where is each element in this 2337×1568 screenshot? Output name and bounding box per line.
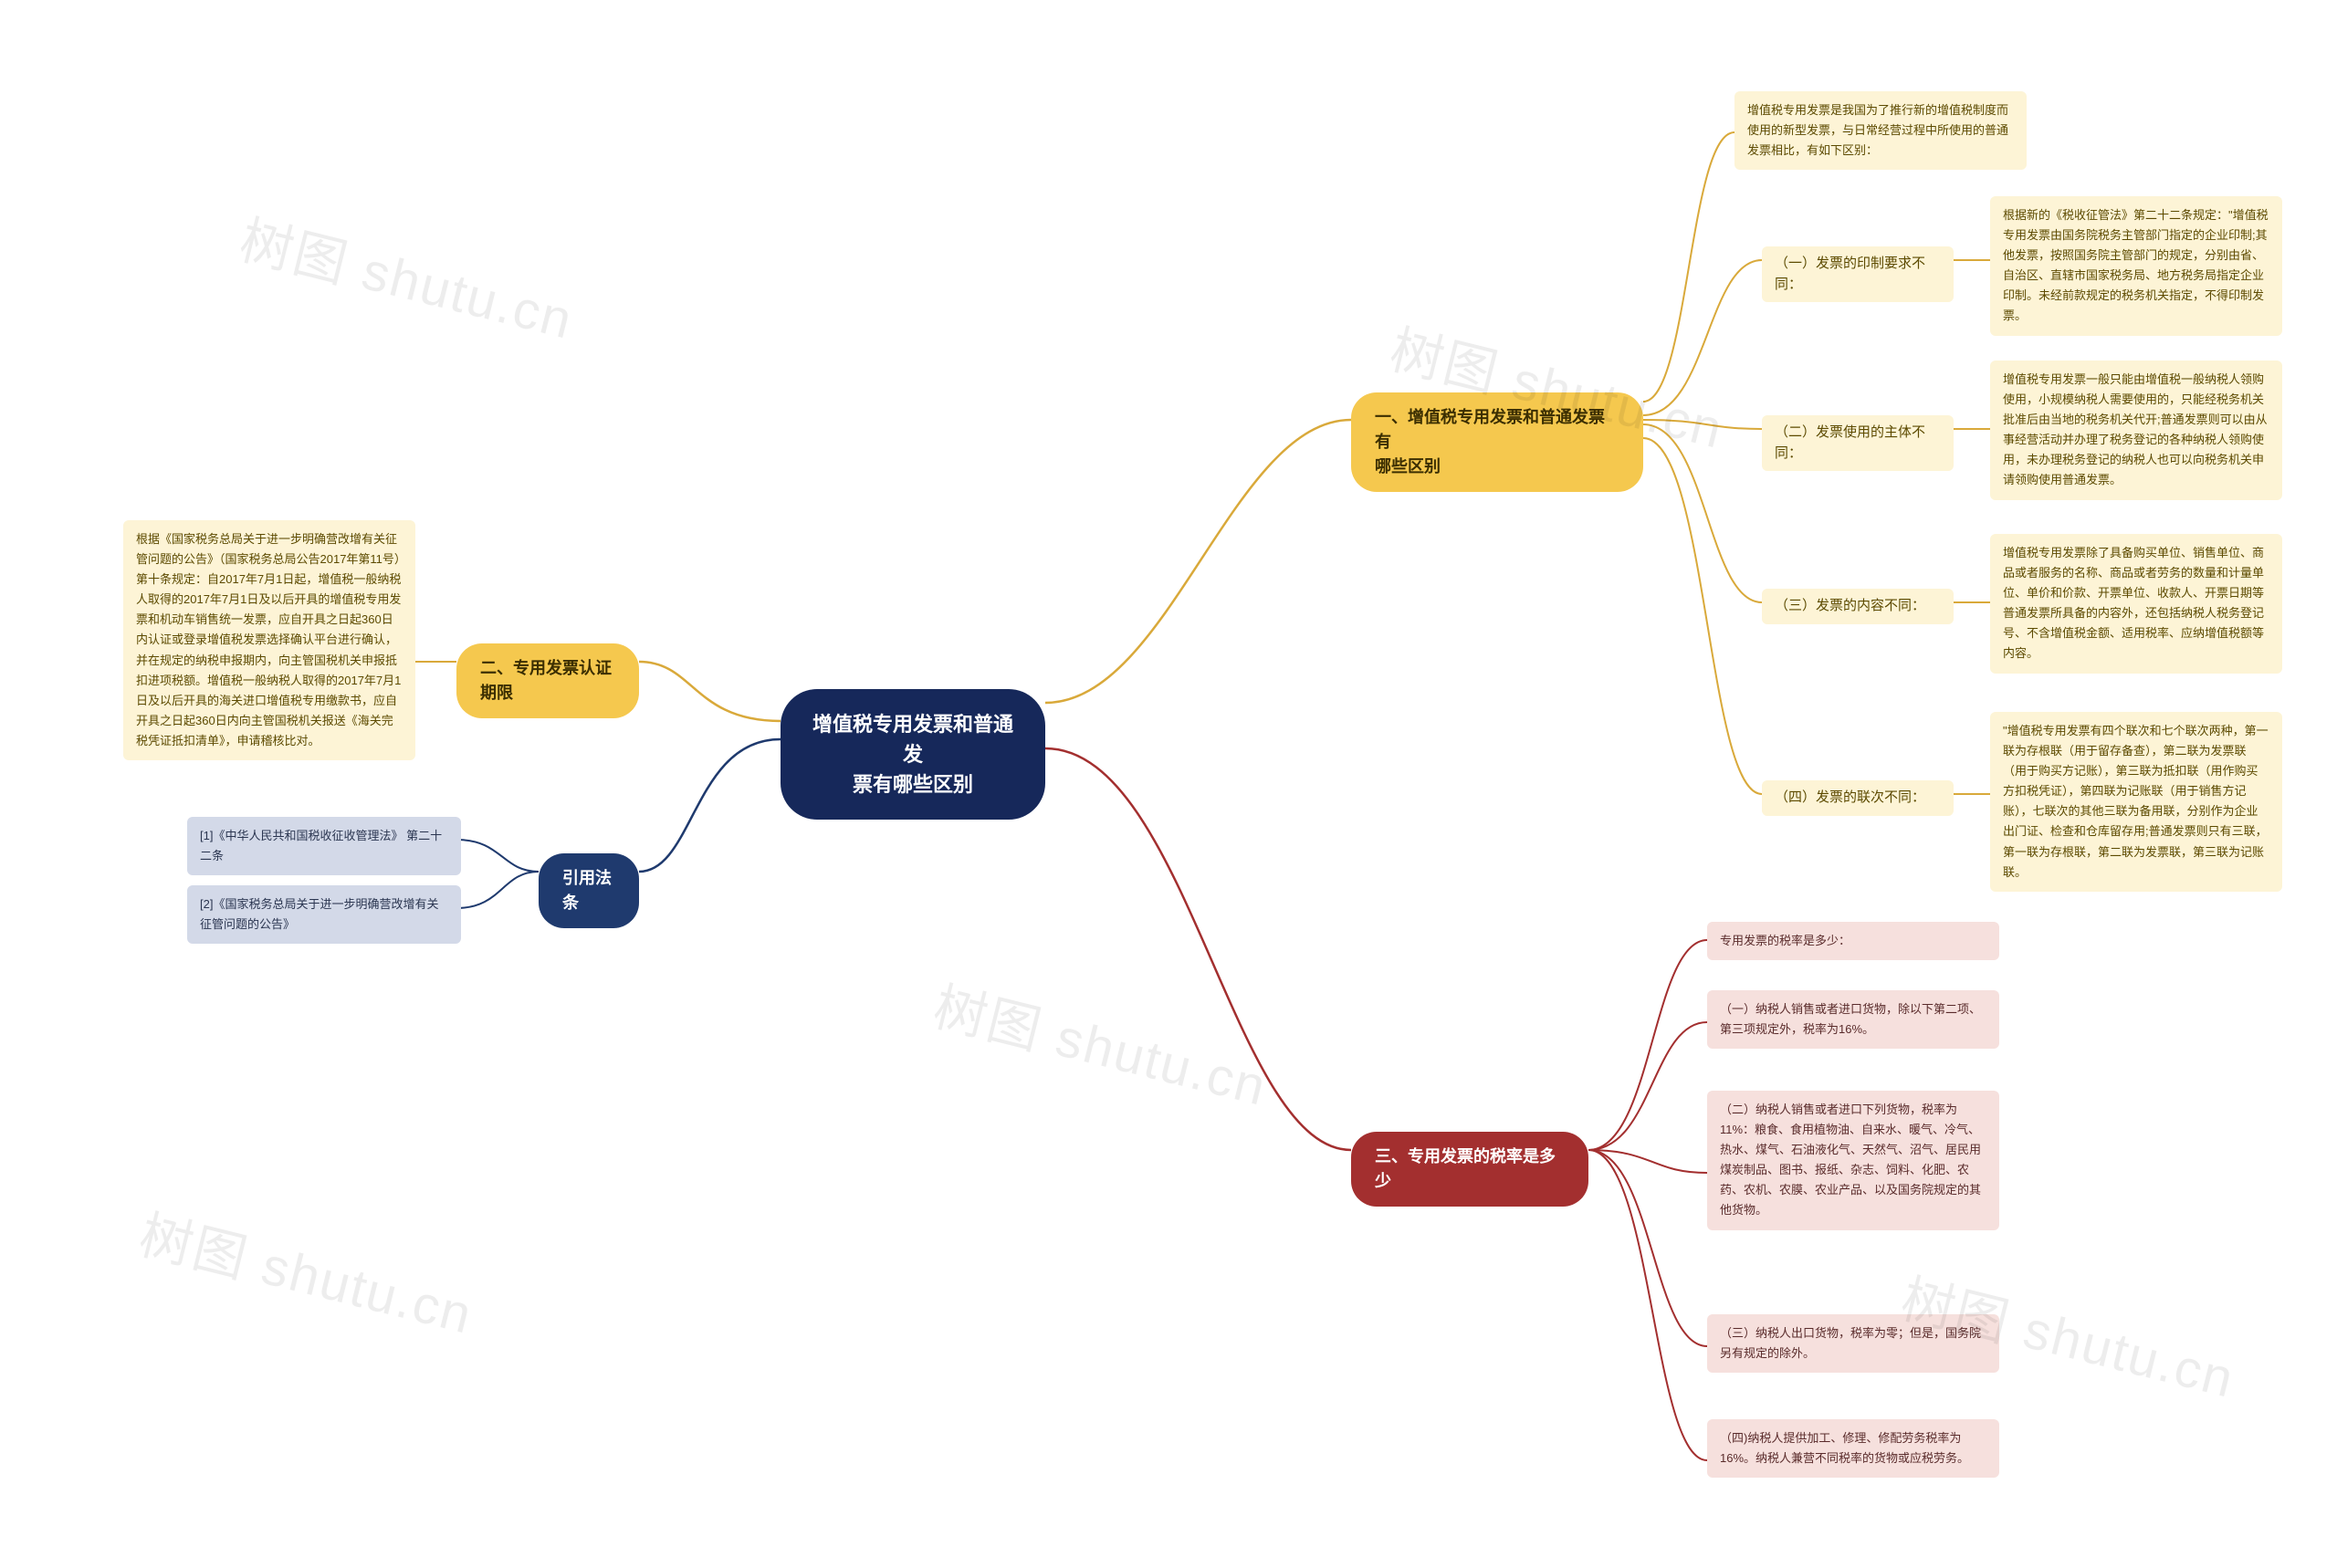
branch1-sub1-label-text: （一）发票的印制要求不同： bbox=[1775, 256, 1925, 292]
branch3-leaf0[interactable]: 专用发票的税率是多少： bbox=[1707, 922, 1999, 960]
branch3-leaf4[interactable]: （四)纳税人提供加工、修理、修配劳务税率为16%。纳税人兼营不同税率的货物或应税… bbox=[1707, 1419, 1999, 1478]
branch1-sub3-text: 增值税专用发票除了具备购买单位、销售单位、商品或者服务的名称、商品或者劳务的数量… bbox=[2003, 546, 2264, 660]
branch3-leaf0-text: 专用发票的税率是多少： bbox=[1720, 934, 1850, 947]
branch1-sub3-leaf[interactable]: 增值税专用发票除了具备购买单位、销售单位、商品或者服务的名称、商品或者劳务的数量… bbox=[1990, 534, 2282, 674]
branch3-leaf3[interactable]: （三）纳税人出口货物，税率为零；但是，国务院另有规定的除外。 bbox=[1707, 1314, 1999, 1373]
watermark-3: 树图 shutu.cn bbox=[132, 1192, 482, 1349]
center-text: 增值税专用发票和普通发票有哪些区别 bbox=[812, 713, 1013, 796]
branch1-sub4-label-text: （四）发票的联次不同： bbox=[1775, 789, 1925, 805]
watermark-1: 树图 shutu.cn bbox=[233, 197, 582, 354]
branch1-title-text: 一、增值税专用发票和普通发票有哪些区别 bbox=[1375, 408, 1605, 476]
branch1-sub4-label[interactable]: （四）发票的联次不同： bbox=[1762, 780, 1954, 816]
branch4-leaf1[interactable]: [1]《中华人民共和国税收征收管理法》 第二十二条 bbox=[187, 817, 461, 875]
branch4-leaf1-text: [1]《中华人民共和国税收征收管理法》 第二十二条 bbox=[200, 829, 442, 862]
branch1-sub1-label[interactable]: （一）发票的印制要求不同： bbox=[1762, 246, 1954, 302]
branch4-leaf2-text: [2]《国家税务总局关于进一步明确营改增有关征管问题的公告》 bbox=[200, 897, 438, 931]
branch1-title[interactable]: 一、增值税专用发票和普通发票有哪些区别 bbox=[1351, 392, 1643, 492]
branch4-title[interactable]: 引用法条 bbox=[539, 853, 639, 928]
branch1-intro[interactable]: 增值税专用发票是我国为了推行新的增值税制度而使用的新型发票，与日常经营过程中所使… bbox=[1734, 91, 2027, 170]
center-node[interactable]: 增值税专用发票和普通发票有哪些区别 bbox=[781, 689, 1045, 820]
branch4-leaf2[interactable]: [2]《国家税务总局关于进一步明确营改增有关征管问题的公告》 bbox=[187, 885, 461, 944]
branch1-sub3-label[interactable]: （三）发票的内容不同： bbox=[1762, 589, 1954, 624]
branch1-intro-text: 增值税专用发票是我国为了推行新的增值税制度而使用的新型发票，与日常经营过程中所使… bbox=[1747, 103, 2008, 157]
branch4-title-text: 引用法条 bbox=[562, 869, 612, 912]
branch3-leaf1[interactable]: （一）纳税人销售或者进口货物，除以下第二项、第三项规定外，税率为16%。 bbox=[1707, 990, 1999, 1049]
branch1-sub4-text: "增值税专用发票有四个联次和七个联次两种，第一联为存根联（用于留存备查），第二联… bbox=[2003, 724, 2269, 879]
branch2-text: 根据《国家税务总局关于进一步明确营改增有关征管问题的公告》（国家税务总局公告20… bbox=[136, 532, 401, 747]
branch1-sub4-leaf[interactable]: "增值税专用发票有四个联次和七个联次两种，第一联为存根联（用于留存备查），第二联… bbox=[1990, 712, 2282, 892]
branch3-leaf4-text: （四)纳税人提供加工、修理、修配劳务税率为16%。纳税人兼营不同税率的货物或应税… bbox=[1720, 1431, 1969, 1465]
branch1-sub1-leaf[interactable]: 根据新的《税收征管法》第二十二条规定："增值税专用发票由国务院税务主管部门指定的… bbox=[1990, 196, 2282, 336]
branch1-sub2-label[interactable]: （二）发票使用的主体不同： bbox=[1762, 415, 1954, 471]
branch3-leaf1-text: （一）纳税人销售或者进口货物，除以下第二项、第三项规定外，税率为16%。 bbox=[1720, 1002, 1981, 1036]
branch1-sub2-label-text: （二）发票使用的主体不同： bbox=[1775, 424, 1925, 461]
branch1-sub1-text: 根据新的《税收征管法》第二十二条规定："增值税专用发票由国务院税务主管部门指定的… bbox=[2003, 208, 2269, 322]
branch2-leaf[interactable]: 根据《国家税务总局关于进一步明确营改增有关征管问题的公告》（国家税务总局公告20… bbox=[123, 520, 415, 760]
branch2-title[interactable]: 二、专用发票认证期限 bbox=[456, 643, 639, 718]
branch3-title[interactable]: 三、专用发票的税率是多少 bbox=[1351, 1132, 1588, 1207]
branch1-sub2-leaf[interactable]: 增值税专用发票一般只能由增值税一般纳税人领购使用，小规模纳税人需要使用的，只能经… bbox=[1990, 361, 2282, 500]
branch3-title-text: 三、专用发票的税率是多少 bbox=[1375, 1147, 1556, 1190]
branch3-leaf2-text: （二）纳税人销售或者进口下列货物，税率为11%：粮食、食用植物油、自来水、暖气、… bbox=[1720, 1103, 1981, 1217]
watermark-4: 树图 shutu.cn bbox=[927, 964, 1276, 1121]
branch1-sub2-text: 增值税专用发票一般只能由增值税一般纳税人领购使用，小规模纳税人需要使用的，只能经… bbox=[2003, 372, 2268, 486]
branch3-leaf3-text: （三）纳税人出口货物，税率为零；但是，国务院另有规定的除外。 bbox=[1720, 1326, 1981, 1360]
branch2-title-text: 二、专用发票认证期限 bbox=[480, 659, 612, 702]
branch1-sub3-label-text: （三）发票的内容不同： bbox=[1775, 598, 1925, 613]
branch3-leaf2[interactable]: （二）纳税人销售或者进口下列货物，税率为11%：粮食、食用植物油、自来水、暖气、… bbox=[1707, 1091, 1999, 1230]
